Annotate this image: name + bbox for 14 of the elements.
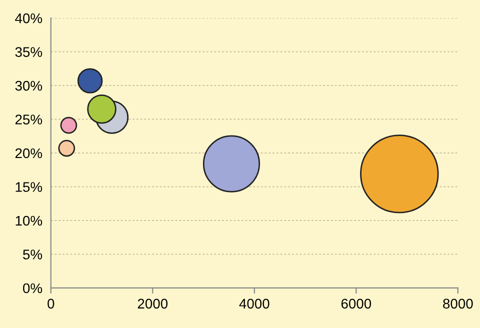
x-tick-label: 6000: [341, 298, 372, 309]
y-tick-label: 40%: [15, 13, 42, 24]
y-tick-label: 30%: [15, 80, 42, 91]
x-tick-label: 0: [48, 298, 54, 309]
y-tick-label: 15%: [16, 182, 42, 192]
y-tick-label: 25%: [15, 114, 42, 124]
y-tick-label: 0%: [23, 283, 42, 294]
x-tick-label: 8000: [443, 298, 473, 309]
y-tick-label: 5%: [23, 250, 42, 260]
x-tick-label: 4000: [239, 298, 270, 309]
y-tick-label: 35%: [15, 47, 42, 57]
x-tick-label: 2000: [138, 298, 168, 309]
y-tick-label: 20%: [15, 148, 42, 158]
y-tick-label: 10%: [16, 216, 42, 226]
